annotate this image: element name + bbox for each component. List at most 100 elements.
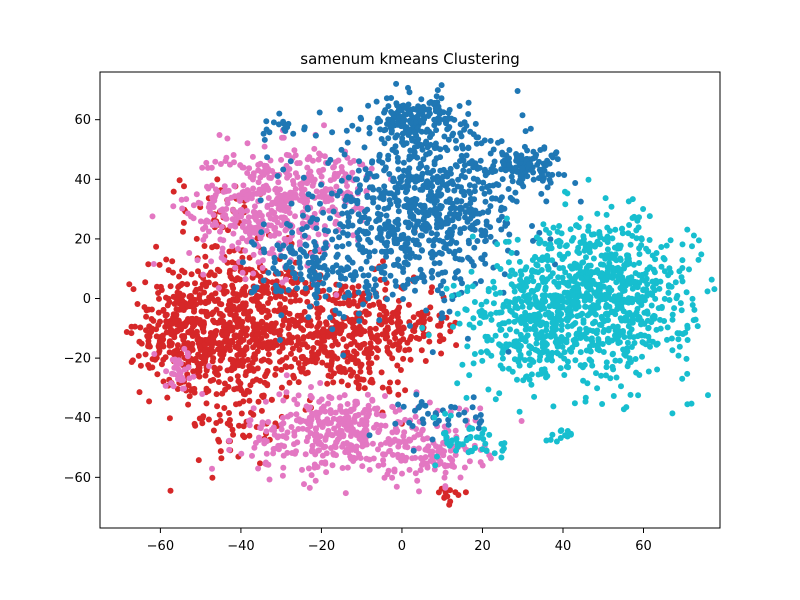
scatter-point [385, 152, 392, 159]
scatter-point [427, 304, 434, 311]
scatter-point [658, 305, 665, 311]
scatter-point [336, 282, 343, 288]
plot-area-frame [99, 71, 721, 529]
scatter-point [391, 192, 398, 199]
scatter-point [136, 338, 143, 345]
x-tick-label: −20 [308, 539, 335, 554]
scatter-point [210, 427, 217, 434]
scatter-point [443, 198, 450, 205]
scatter-point [570, 337, 577, 344]
scatter-point [675, 336, 682, 343]
scatter-point [446, 106, 453, 113]
scatter-point [278, 442, 285, 449]
scatter-point [395, 166, 402, 173]
scatter-point [429, 267, 436, 274]
scatter-point [356, 435, 363, 442]
scatter-point [379, 412, 385, 419]
scatter-point [446, 217, 453, 224]
scatter-point [419, 146, 426, 153]
scatter-point [398, 244, 405, 251]
scatter-point [224, 306, 231, 313]
scatter-point [627, 241, 634, 248]
scatter-point [284, 220, 290, 227]
scatter-point [389, 474, 396, 481]
scatter-point [320, 209, 327, 216]
scatter-point [502, 238, 509, 245]
scatter-point [373, 173, 380, 180]
scatter-point [223, 329, 230, 336]
scatter-point [195, 351, 202, 358]
scatter-point [350, 298, 357, 305]
scatter-point [418, 247, 425, 254]
scatter-point [308, 384, 314, 390]
scatter-point [341, 203, 348, 210]
scatter-point [429, 131, 435, 138]
scatter-point [302, 451, 309, 458]
scatter-point [482, 229, 489, 236]
scatter-point [299, 220, 306, 227]
x-axis: −60 −40 −20 0 20 40 60 [147, 528, 652, 554]
scatter-point [426, 338, 433, 345]
scatter-point [468, 268, 475, 275]
scatter-point [214, 319, 221, 326]
scatter-point [454, 198, 461, 205]
scatter-point [407, 119, 414, 126]
scatter-point [123, 329, 130, 335]
scatter-point [443, 285, 450, 292]
scatter-point [708, 276, 715, 283]
scatter-point [619, 279, 626, 286]
scatter-point [186, 375, 193, 382]
scatter-point [240, 310, 247, 317]
scatter-point [250, 251, 257, 258]
scatter-point [273, 365, 279, 372]
scatter-point [132, 323, 138, 330]
scatter-point [255, 398, 262, 405]
scatter-point [547, 179, 554, 186]
scatter-point [623, 404, 630, 411]
scatter-point [638, 242, 645, 249]
scatter-point [335, 422, 342, 429]
scatter-point [193, 328, 200, 335]
scatter-point [600, 261, 607, 268]
scatter-point [347, 159, 354, 166]
scatter-point [427, 170, 434, 176]
scatter-point [517, 172, 524, 179]
scatter-point [440, 238, 447, 245]
scatter-point [488, 352, 495, 359]
scatter-point [214, 403, 221, 410]
scatter-points [123, 80, 718, 508]
scatter-point [226, 410, 232, 416]
scatter-point [263, 286, 270, 293]
scatter-point [154, 371, 161, 378]
scatter-point [296, 254, 303, 261]
scatter-point [358, 266, 365, 272]
scatter-point [338, 378, 345, 385]
scatter-point [348, 208, 355, 215]
scatter-point [295, 426, 302, 432]
scatter-point [419, 324, 426, 331]
scatter-point [196, 343, 203, 350]
scatter-point [564, 428, 571, 434]
scatter-point [196, 373, 203, 380]
scatter-point [205, 298, 212, 305]
scatter-point [466, 182, 473, 189]
scatter-point [265, 187, 272, 193]
scatter-point [511, 299, 518, 306]
scatter-point [575, 285, 581, 291]
scatter-point [333, 243, 340, 250]
scatter-point [215, 436, 222, 443]
scatter-point [357, 186, 363, 193]
scatter-point [368, 265, 375, 272]
scatter-point [156, 261, 163, 268]
scatter-point [231, 182, 238, 189]
scatter-point [235, 306, 242, 313]
scatter-point [282, 305, 288, 311]
scatter-point [568, 322, 575, 329]
x-tick-label: 60 [635, 539, 652, 554]
scatter-point [686, 266, 692, 273]
scatter-point [294, 439, 301, 446]
scatter-point [347, 318, 353, 325]
scatter-point [666, 283, 672, 290]
scatter-point [381, 270, 388, 277]
scatter-point [614, 323, 621, 330]
